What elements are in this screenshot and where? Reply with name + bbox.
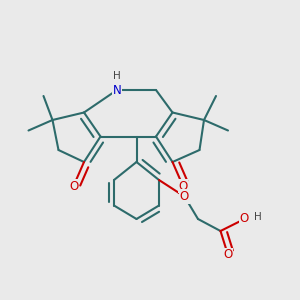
Text: O: O [69,179,78,193]
Text: N: N [112,83,122,97]
Text: O: O [178,179,188,193]
Text: H: H [113,70,121,81]
Text: O: O [240,212,249,226]
Text: H: H [254,212,262,223]
Text: O: O [180,190,189,203]
Text: O: O [224,248,232,262]
